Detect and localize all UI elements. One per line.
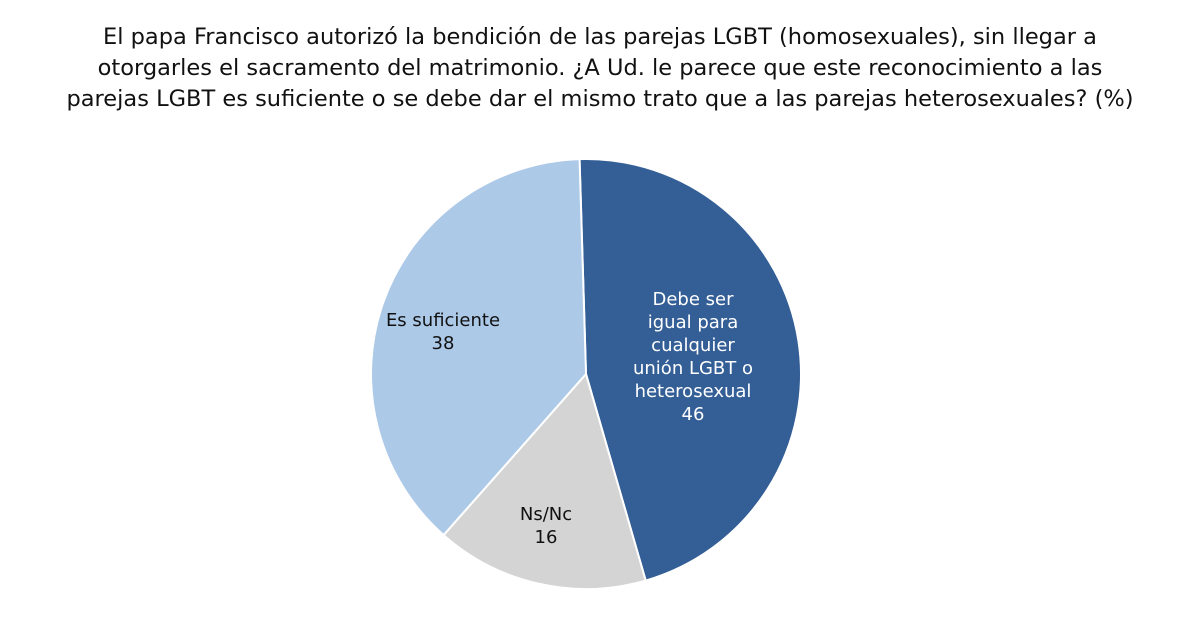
label-es-suficiente-value: 38 — [432, 333, 455, 354]
slice-ns-nc — [442, 371, 647, 591]
label-debe-ser-igual-line: heterosexual — [635, 381, 752, 402]
slice-debe-ser-igual — [578, 158, 802, 582]
label-debe-ser-igual-value: 46 — [682, 404, 705, 425]
label-es-suficiente: Es suficiente 38 — [386, 310, 500, 354]
label-debe-ser-igual-line: cualquier — [651, 335, 735, 356]
label-debe-ser-igual-line: igual para — [648, 312, 738, 333]
label-debe-ser-igual-line: Debe ser — [652, 289, 734, 310]
label-ns-nc-value: 16 — [535, 527, 558, 548]
label-es-suficiente-line: Es suficiente — [386, 310, 500, 331]
title-line-2: otorgarles el sacramento del matrimonio.… — [97, 55, 1103, 81]
chart-title: El papa Francisco autorizó la bendición … — [20, 22, 1180, 115]
label-ns-nc: Ns/Nc 16 — [520, 504, 572, 548]
slice-es-suficiente — [370, 158, 588, 537]
title-line-1: El papa Francisco autorizó la bendición … — [103, 24, 1097, 50]
label-ns-nc-line: Ns/Nc — [520, 504, 572, 525]
label-debe-ser-igual-line: unión LGBT o — [633, 358, 753, 379]
title-line-3: parejas LGBT es suficiente o se debe dar… — [66, 86, 1134, 112]
